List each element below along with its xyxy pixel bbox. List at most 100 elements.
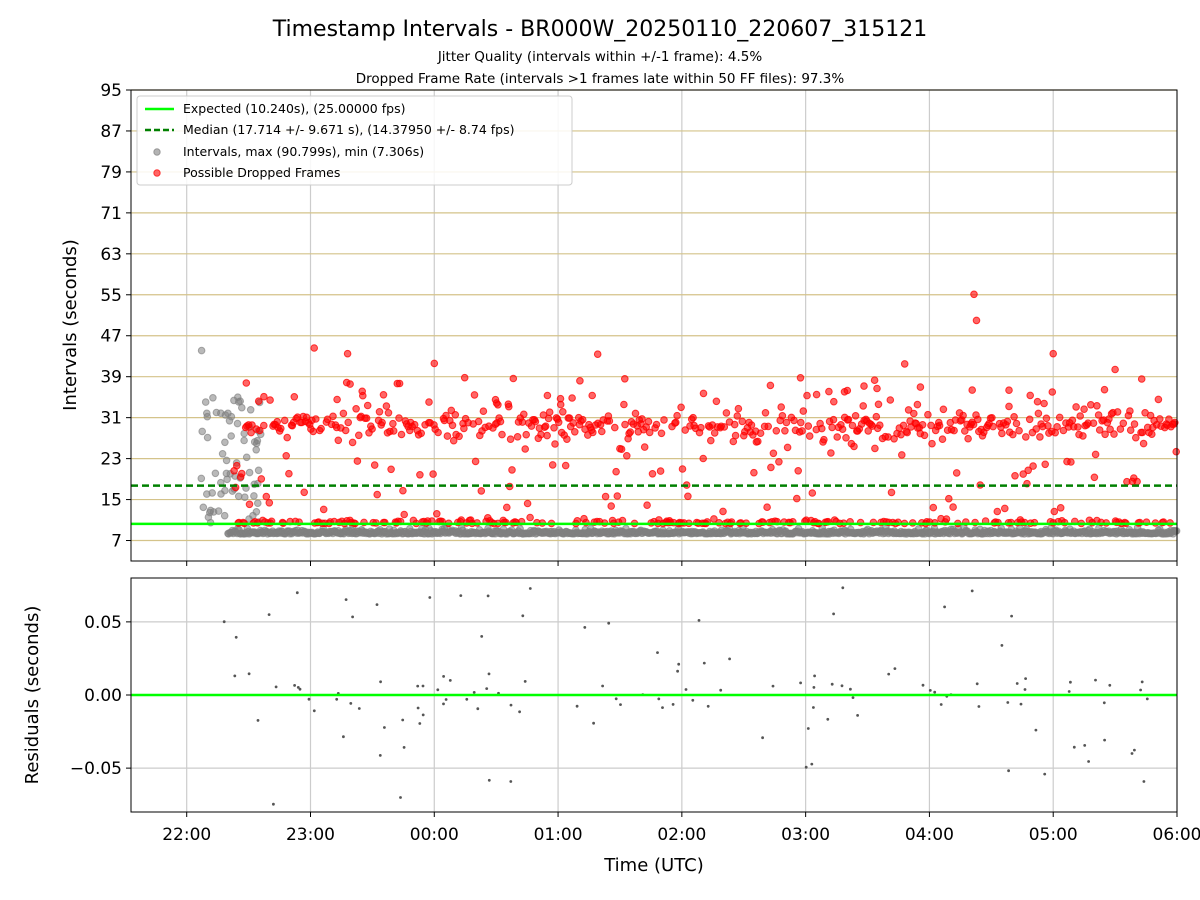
dropped-frame-point: [1172, 447, 1180, 456]
dropped-frame-point: [1100, 385, 1109, 394]
dropped-frame-point: [808, 489, 817, 497]
dropped-frame-point: [460, 424, 468, 433]
dropped-frame-point: [681, 426, 690, 434]
dropped-frame-point: [657, 429, 666, 438]
dropped-frame-point: [1048, 388, 1057, 396]
dropped-frame-point: [1156, 415, 1164, 423]
residual-point: [272, 802, 275, 806]
dropped-frame-point: [935, 421, 944, 430]
residual-point: [528, 587, 532, 590]
residuals-ytick-label-1: 0.00: [84, 686, 122, 706]
intervals-reference-lines: [131, 484, 1177, 526]
residual-point: [1103, 738, 1106, 742]
residual-point: [933, 690, 937, 694]
dropped-frame-point: [1111, 365, 1119, 374]
dropped-frame-point: [471, 457, 480, 466]
dropped-frame-point: [864, 427, 873, 435]
dropped-frame-point: [772, 427, 781, 435]
residual-point: [830, 682, 834, 686]
dropped-frame-point: [952, 469, 961, 477]
residual-point: [509, 703, 513, 707]
dropped-frame-point: [929, 503, 938, 512]
dropped-frame-point: [738, 417, 747, 426]
residual-point: [1108, 683, 1112, 687]
interval-point: [211, 469, 220, 478]
dropped-frame-point: [645, 428, 654, 437]
dropped-frame-point: [434, 428, 442, 437]
interval-point: [217, 490, 225, 498]
intervals-ytick-label-3: 31: [100, 409, 122, 429]
intervals-grid: [131, 89, 1178, 561]
dropped-frame-point: [520, 410, 528, 419]
interval-point: [241, 493, 249, 502]
residual-point: [267, 613, 271, 616]
dropped-frame-point: [548, 461, 557, 469]
dropped-frame-point: [260, 392, 268, 401]
dropped-frame-point: [521, 445, 530, 453]
dropped-frame-point: [730, 420, 739, 429]
interval-point: [227, 432, 235, 440]
residual-point: [1015, 682, 1019, 685]
dropped-frame-point: [1010, 413, 1018, 421]
residual-point: [1007, 769, 1010, 773]
dropped-frame-point: [1171, 418, 1179, 427]
dropped-frame-point: [734, 404, 743, 413]
residual-point: [518, 710, 521, 714]
residual-point: [465, 697, 469, 701]
x-tick-label-4: 02:00: [657, 825, 706, 845]
dropped-frame-point: [1049, 349, 1057, 358]
dropped-frame-point: [1133, 477, 1141, 486]
dropped-frame-point: [343, 349, 352, 358]
dropped-frame-point: [950, 426, 958, 435]
dropped-frame-point: [872, 412, 881, 421]
dropped-frame-point: [643, 501, 651, 510]
dropped-frame-point: [612, 467, 620, 476]
dropped-frame-point: [333, 395, 341, 404]
dropped-frame-point: [506, 435, 515, 444]
residual-point: [856, 714, 859, 717]
dropped-frame-point: [1138, 428, 1147, 437]
dropped-frame-point: [254, 397, 263, 406]
dropped-frame-point: [859, 402, 868, 410]
dropped-frame-point: [750, 468, 758, 477]
intervals-plot: 7 15 23 31 39 47 55 63 71 79 87 95 Intervals (secon…: [60, 81, 1181, 566]
residual-point: [1130, 752, 1134, 755]
x-tick-label-7: 05:00: [1029, 825, 1078, 845]
residual-point: [222, 620, 226, 624]
chart-subtitle-dropped: Dropped Frame Rate (intervals >1 frames …: [356, 71, 845, 87]
dropped-frame-point: [848, 421, 857, 430]
dropped-frame-point: [1106, 425, 1114, 434]
dropped-frame-point: [797, 418, 805, 427]
dropped-frame-point: [1067, 458, 1075, 466]
dropped-frame-point: [733, 412, 742, 420]
dropped-frame-point: [1019, 470, 1028, 478]
dropped-frame-point: [1050, 507, 1059, 516]
dropped-frame-point: [829, 415, 838, 424]
residual-point: [402, 746, 406, 749]
dropped-frame-point: [544, 414, 553, 423]
interval-point: [240, 436, 248, 445]
dropped-frame-point: [1011, 472, 1019, 480]
dropped-frame-point: [503, 503, 511, 512]
interval-point: [234, 492, 243, 501]
dropped-frame-point: [368, 425, 376, 433]
dropped-frame-point: [1116, 425, 1125, 433]
dropped-frame-point: [470, 391, 479, 399]
dropped-frame-point: [1087, 401, 1095, 409]
dropped-frame-point: [334, 436, 343, 445]
legend-intervals-label: Intervals, max (90.799s), min (7.306s): [183, 144, 424, 159]
dropped-frame-point: [247, 428, 255, 437]
residual-point: [378, 754, 382, 757]
residual-point: [293, 684, 296, 687]
interval-point: [197, 474, 206, 483]
dropped-frame-point: [605, 417, 614, 425]
interval-point: [221, 438, 229, 447]
interval-point: [252, 446, 261, 454]
residual-point: [1000, 644, 1004, 647]
dropped-frame-point: [873, 384, 881, 393]
dropped-frame-point: [617, 445, 626, 454]
residual-point: [485, 687, 489, 690]
residual-point: [1087, 760, 1090, 763]
dropped-frame-point: [1022, 433, 1030, 441]
residual-point: [691, 698, 695, 702]
